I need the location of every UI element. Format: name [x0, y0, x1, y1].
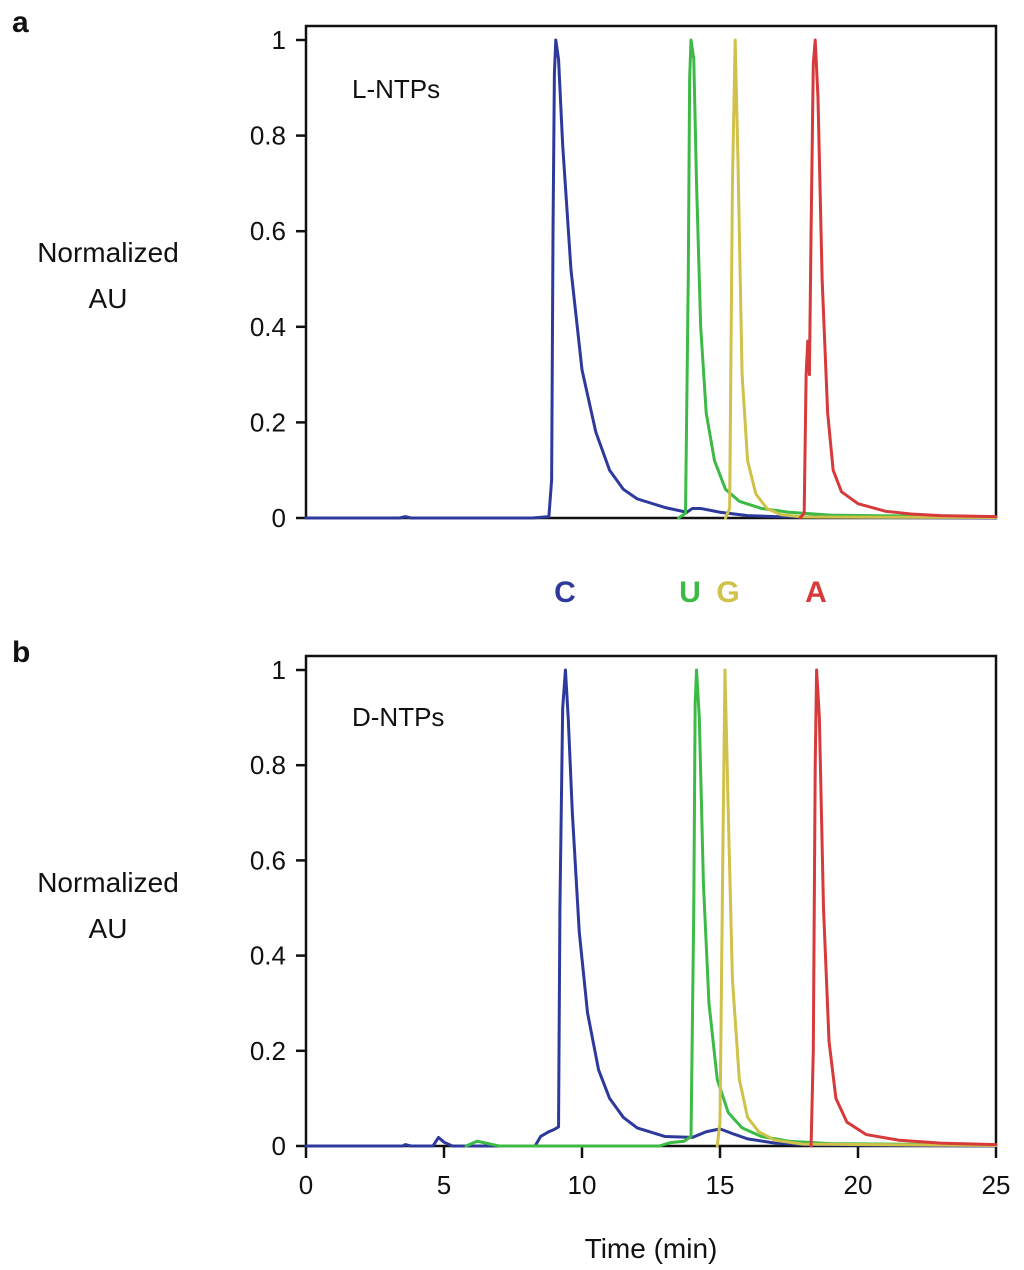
- panel-a: a Normalized AU 0 0.2 0.4 0.6 0.8 1 L-NTPs: [12, 6, 998, 533]
- panel-a-ytick-label: 0.8: [250, 121, 286, 151]
- panel-b-ylabel-line-2: AU: [89, 913, 128, 944]
- panel-b-series-C: [304, 668, 998, 1148]
- panel-a-inset-label: L-NTPs: [352, 74, 440, 104]
- panel-a-ytick-label: 1: [272, 25, 286, 55]
- panel-b-ytick-label: 0.4: [250, 941, 286, 971]
- panel-b-xtick-label: 0: [299, 1170, 313, 1200]
- panel-a-ytick-label: 0.2: [250, 407, 286, 437]
- panel-b-xtick-label: 10: [568, 1170, 597, 1200]
- panel-b-xlabel: Time (min): [585, 1233, 718, 1264]
- panel-b-xtick-label: 20: [844, 1170, 873, 1200]
- peak-labels: C U G A: [554, 576, 827, 609]
- panel-a-series: [304, 38, 998, 520]
- panel-a-ylabel-line-2: AU: [89, 283, 128, 314]
- panel-a-ylabel-line-1: Normalized: [37, 237, 179, 268]
- panel-b-inset-label: D-NTPs: [352, 702, 444, 732]
- panel-b-series-A: [809, 668, 998, 1148]
- peak-label-A: A: [805, 576, 827, 609]
- panel-b: b Normalized AU 0 0.2 0.4 0.6 0.8 1 0 5 10 15 20 2…: [12, 636, 1010, 1264]
- peak-label-U: U: [679, 576, 701, 609]
- panel-b-ytick-label: 0.2: [250, 1036, 286, 1066]
- peak-label-C: C: [554, 576, 576, 609]
- panel-b-xtick-label: 5: [437, 1170, 451, 1200]
- panel-a-series-U: [677, 38, 998, 520]
- panel-b-ylabel-line-1: Normalized: [37, 867, 179, 898]
- panel-b-xtick-label: 15: [706, 1170, 735, 1200]
- panel-b-ytick-label: 0.6: [250, 845, 286, 875]
- panel-a-label: a: [12, 6, 29, 39]
- panel-a-plot-frame: [304, 24, 998, 520]
- panel-b-ytick-label: 0: [272, 1131, 286, 1161]
- panel-a-ytick-label: 0.4: [250, 312, 286, 342]
- panel-a-series-C: [304, 38, 998, 520]
- panel-a-series-A: [798, 38, 998, 520]
- panel-b-y-ticks: 0 0.2 0.4 0.6 0.8 1: [250, 655, 306, 1161]
- panel-a-series-G: [724, 38, 998, 520]
- panel-b-xtick-label: 25: [982, 1170, 1011, 1200]
- panel-b-series: [304, 668, 998, 1148]
- panel-b-series-G: [715, 668, 998, 1148]
- panel-b-label: b: [12, 636, 30, 669]
- panel-b-ytick-label: 0.8: [250, 750, 286, 780]
- panel-a-y-ticks: 0 0.2 0.4 0.6 0.8 1: [250, 25, 306, 533]
- panel-b-series-U: [464, 668, 998, 1148]
- panel-a-ytick-label: 0.6: [250, 216, 286, 246]
- panel-b-x-ticks: 0 5 10 15 20 25: [299, 1146, 1011, 1200]
- panel-b-ytick-label: 1: [272, 655, 286, 685]
- panel-a-ytick-label: 0: [272, 503, 286, 533]
- peak-label-G: G: [716, 576, 739, 609]
